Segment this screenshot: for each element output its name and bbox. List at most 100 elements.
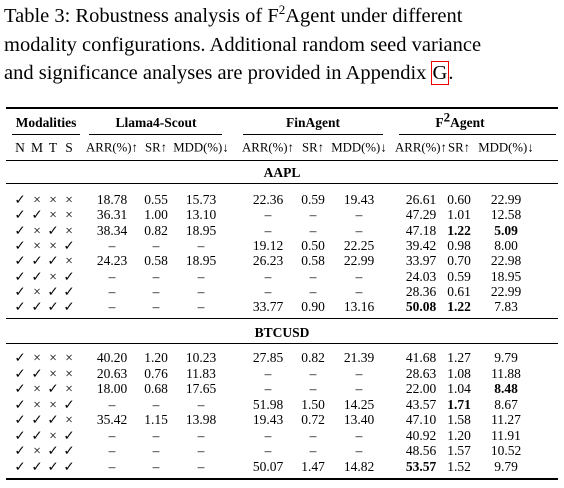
value-cell: 14.82	[343, 458, 375, 474]
modality-flag: ×	[65, 381, 73, 396]
value-cell: –	[152, 396, 160, 412]
value-cell: –	[108, 427, 116, 443]
value-cell: 0.90	[301, 299, 325, 315]
modality-flag: ×	[49, 350, 57, 365]
modality-flag: ×	[33, 381, 41, 396]
value-cell: 0.59	[447, 268, 471, 284]
value-cell: –	[197, 299, 205, 315]
value-cell: 0.82	[144, 222, 168, 238]
value-cell: 1.47	[301, 458, 325, 474]
value-cell: 1.57	[447, 443, 471, 458]
modality-flag: ✓	[14, 299, 26, 315]
modality-flag: ×	[33, 350, 41, 365]
value-cell: –	[108, 458, 116, 474]
metric-header: ARR(%)↑	[395, 140, 447, 155]
appendix-link[interactable]: G	[430, 61, 450, 85]
modality-flag: ✓	[63, 443, 75, 458]
metric-header: SR↑	[447, 140, 471, 155]
value-cell: 22.00	[405, 381, 437, 396]
metric-header: SR↑	[301, 140, 325, 155]
value-cell: –	[197, 443, 205, 458]
value-cell: –	[197, 283, 205, 299]
text: Agent under different	[285, 5, 463, 27]
modality-flag: ✓	[31, 458, 43, 474]
value-cell: –	[108, 283, 116, 299]
modality-flag: ✓	[47, 412, 59, 427]
value-cell: 0.58	[144, 253, 168, 269]
modality-flag: ×	[49, 207, 57, 223]
value-cell: 13.16	[343, 299, 375, 315]
value-cell: –	[309, 381, 317, 396]
modality-flag: ✓	[47, 253, 59, 269]
modality-flag: ✓	[14, 365, 26, 381]
value-cell: 12.58	[490, 207, 522, 223]
text: Table 3: Robustness analysis of F	[4, 5, 279, 27]
value-cell: 38.34	[96, 222, 128, 238]
value-cell: 40.92	[405, 427, 437, 443]
value-cell: 15.73	[185, 192, 217, 207]
modality-flag: ✓	[14, 443, 26, 458]
value-cell: –	[152, 268, 160, 284]
section-title: AAPL	[263, 165, 301, 180]
value-cell: 22.99	[490, 192, 522, 207]
value-cell: 47.10	[405, 412, 437, 427]
value-cell: –	[355, 381, 363, 396]
modality-flag: ✓	[14, 283, 26, 299]
value-cell: 1.01	[447, 207, 471, 223]
value-cell: –	[264, 443, 272, 458]
text: Modalities	[15, 115, 77, 130]
value-cell: –	[355, 222, 363, 238]
value-cell: –	[355, 427, 363, 443]
modality-flag: ✓	[31, 268, 43, 284]
value-cell: –	[264, 365, 272, 381]
modality-flag: ✓	[63, 396, 75, 412]
modality-flag: ×	[33, 192, 41, 207]
group-header: Llama4-Scout	[116, 115, 197, 131]
value-cell: 22.25	[343, 237, 375, 253]
modality-flag: ✓	[31, 253, 43, 269]
value-cell: –	[197, 268, 205, 284]
modality-flag: ✓	[14, 268, 26, 284]
modality-flag: ✓	[14, 253, 26, 269]
rule	[6, 478, 558, 480]
metric-header: ARR(%)↑	[242, 140, 294, 155]
rule	[89, 134, 222, 135]
modality-flag: ✓	[47, 222, 59, 238]
superscript: 2	[443, 109, 451, 125]
caption-line: modality configurations. Additional rand…	[4, 31, 562, 60]
value-cell: –	[152, 283, 160, 299]
value-cell: 1.22	[447, 299, 471, 315]
modality-flag: ×	[33, 443, 41, 458]
value-cell: 13.40	[343, 412, 375, 427]
caption-line: Table 3: Robustness analysis of F2Agent …	[4, 2, 562, 31]
value-cell: 8.67	[494, 396, 518, 412]
group-header: F2Agent	[435, 111, 485, 131]
value-cell: 1.00	[144, 207, 168, 223]
text: Agent	[450, 115, 485, 130]
text: F	[435, 115, 444, 130]
modality-flag: ✓	[31, 207, 43, 223]
value-cell: 5.09	[494, 222, 518, 238]
value-cell: 0.58	[301, 253, 325, 269]
modality-flag: ✓	[14, 381, 26, 396]
value-cell: 0.82	[301, 350, 325, 365]
modality-flag: ×	[65, 412, 73, 427]
value-cell: 18.95	[185, 222, 217, 238]
value-cell: 22.36	[252, 192, 284, 207]
value-cell: 47.29	[405, 207, 437, 223]
value-cell: 18.95	[185, 253, 217, 269]
value-cell: –	[197, 427, 205, 443]
value-cell: 1.58	[447, 412, 471, 427]
value-cell: 19.43	[252, 412, 284, 427]
rule	[399, 134, 556, 135]
value-cell: –	[197, 458, 205, 474]
value-cell: –	[309, 427, 317, 443]
value-cell: 22.99	[343, 253, 375, 269]
value-cell: 1.27	[447, 350, 471, 365]
rule	[6, 107, 558, 109]
value-cell: 19.12	[252, 237, 284, 253]
modality-flag: ✓	[14, 427, 26, 443]
metric-header: S	[65, 140, 73, 155]
value-cell: 7.83	[494, 299, 518, 315]
text: .	[448, 62, 454, 84]
